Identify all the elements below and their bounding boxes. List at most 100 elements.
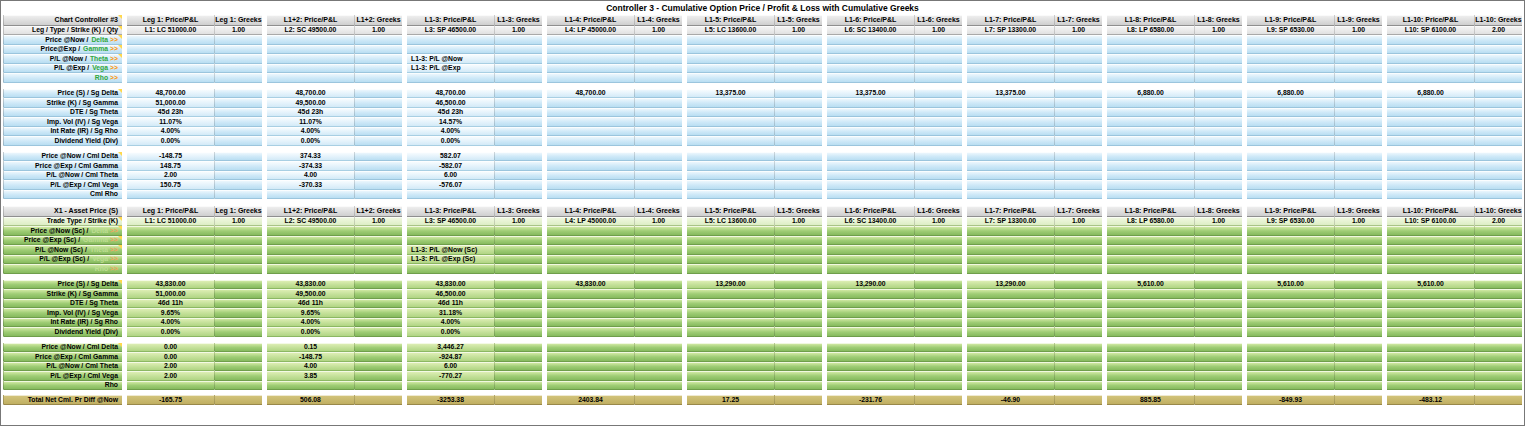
greek-link-label[interactable]: Rho xyxy=(95,74,108,81)
value-cell[interactable] xyxy=(687,343,774,353)
group-header-price[interactable]: L1-6: Price/P&L xyxy=(827,206,914,217)
empty-cell[interactable] xyxy=(1474,371,1522,381)
empty-cell[interactable] xyxy=(1054,352,1102,362)
leg-cell[interactable]: L1: LC 51000.00 xyxy=(127,217,214,227)
greek-area-cell[interactable] xyxy=(1247,64,1334,74)
value-cell[interactable] xyxy=(967,343,1054,353)
param-row-label[interactable]: Dividend Yield (Div) xyxy=(3,327,122,337)
empty-cell[interactable] xyxy=(1334,136,1382,146)
value-cell[interactable] xyxy=(687,171,774,181)
value-cell[interactable]: 2.00 xyxy=(127,371,214,381)
empty-cell[interactable] xyxy=(1474,117,1522,127)
greek-area-cell[interactable] xyxy=(1334,64,1382,74)
greek-area-cell[interactable] xyxy=(967,73,1054,83)
group-header-price[interactable]: L1-7: Price/P&L xyxy=(967,206,1054,217)
empty-cell[interactable] xyxy=(1054,180,1102,190)
value-cell[interactable] xyxy=(1107,117,1194,127)
qty-cell[interactable]: 1.00 xyxy=(1054,26,1102,36)
leg-cell[interactable]: L5: LC 13600.00 xyxy=(687,26,774,36)
group-header-greeks[interactable]: L1-5: Greeks xyxy=(774,15,822,26)
empty-cell[interactable] xyxy=(634,371,682,381)
empty-cell[interactable] xyxy=(354,180,402,190)
value-cell[interactable] xyxy=(1107,190,1194,200)
empty-cell[interactable] xyxy=(914,190,962,200)
value-cell[interactable] xyxy=(547,98,634,108)
value-cell[interactable] xyxy=(1107,98,1194,108)
greek-link-label[interactable]: Rho xyxy=(95,265,108,272)
greek-area-cell[interactable] xyxy=(1247,35,1334,45)
empty-cell[interactable] xyxy=(1474,327,1522,337)
empty-cell[interactable] xyxy=(214,381,262,391)
param-row-label[interactable]: DTE / Sg Theta xyxy=(3,108,122,118)
value-cell[interactable] xyxy=(547,136,634,146)
empty-cell[interactable] xyxy=(914,152,962,162)
greek-area-cell[interactable] xyxy=(354,73,402,83)
leg-cell[interactable]: L6: SC 13400.00 xyxy=(827,217,914,227)
greek-area-cell[interactable] xyxy=(827,35,914,45)
qty-cell[interactable]: 1.00 xyxy=(354,26,402,36)
greek-area-cell[interactable] xyxy=(1334,226,1382,236)
greek-area-cell[interactable] xyxy=(547,245,634,255)
value-cell[interactable] xyxy=(1107,152,1194,162)
empty-cell[interactable] xyxy=(354,299,402,309)
empty-cell[interactable] xyxy=(1054,362,1102,372)
value-cell[interactable] xyxy=(967,381,1054,391)
value-cell[interactable] xyxy=(687,318,774,328)
value-cell[interactable] xyxy=(547,352,634,362)
greek-area-cell[interactable] xyxy=(127,255,214,265)
greek-area-cell[interactable] xyxy=(547,264,634,274)
empty-cell[interactable] xyxy=(494,171,542,181)
empty-cell[interactable] xyxy=(774,89,822,99)
param-row-label[interactable]: Int Rate (IR) / Sg Rho xyxy=(3,127,122,137)
value-cell[interactable] xyxy=(1387,308,1474,318)
greek-area-cell[interactable] xyxy=(1107,35,1194,45)
greek-area-cell[interactable] xyxy=(1247,255,1334,265)
empty-cell[interactable] xyxy=(354,327,402,337)
leg-cell[interactable]: L4: LP 45000.00 xyxy=(547,26,634,36)
value-cell[interactable] xyxy=(827,136,914,146)
total-value-cell[interactable]: 17.25 xyxy=(687,395,774,405)
value-cell[interactable]: -582.07 xyxy=(407,161,494,171)
empty-cell[interactable] xyxy=(634,308,682,318)
empty-cell[interactable] xyxy=(774,190,822,200)
empty-cell[interactable] xyxy=(1054,289,1102,299)
empty-cell[interactable] xyxy=(1054,327,1102,337)
group-header-greeks[interactable]: L1-5: Greeks xyxy=(774,206,822,217)
empty-cell[interactable] xyxy=(494,327,542,337)
greek-area-cell[interactable] xyxy=(214,54,262,64)
empty-cell[interactable] xyxy=(1054,136,1102,146)
value-cell[interactable] xyxy=(1387,362,1474,372)
empty-cell[interactable] xyxy=(1334,395,1382,405)
greek-area-cell[interactable]: L1-3: P/L @Exp xyxy=(407,64,494,74)
value-cell[interactable] xyxy=(547,371,634,381)
greek-area-cell[interactable] xyxy=(827,64,914,74)
greek-area-cell[interactable]: L1-3: P/L @Now (Sc) xyxy=(407,245,494,255)
value-cell[interactable]: 0.00% xyxy=(407,327,494,337)
greek-area-cell[interactable] xyxy=(1387,255,1474,265)
empty-cell[interactable] xyxy=(914,127,962,137)
empty-cell[interactable] xyxy=(634,318,682,328)
value-cell[interactable] xyxy=(827,98,914,108)
greek-area-cell[interactable] xyxy=(214,236,262,246)
qty-cell[interactable]: 1.00 xyxy=(774,26,822,36)
greek-area-cell[interactable] xyxy=(407,226,494,236)
greek-area-cell[interactable] xyxy=(914,245,962,255)
empty-cell[interactable] xyxy=(214,98,262,108)
empty-cell[interactable] xyxy=(1474,280,1522,290)
empty-cell[interactable] xyxy=(634,136,682,146)
value-cell[interactable] xyxy=(967,127,1054,137)
greek-area-cell[interactable] xyxy=(774,226,822,236)
greek-area-cell[interactable] xyxy=(494,245,542,255)
param-row-label[interactable]: DTE / Sg Theta xyxy=(3,299,122,309)
value-cell[interactable] xyxy=(1247,381,1334,391)
value-cell[interactable] xyxy=(547,308,634,318)
value-cell[interactable] xyxy=(827,318,914,328)
value-cell[interactable]: 4.00% xyxy=(407,318,494,328)
empty-cell[interactable] xyxy=(1054,98,1102,108)
value-cell[interactable] xyxy=(687,161,774,171)
empty-cell[interactable] xyxy=(1054,308,1102,318)
value-cell[interactable] xyxy=(687,98,774,108)
empty-cell[interactable] xyxy=(1474,190,1522,200)
empty-cell[interactable] xyxy=(1334,108,1382,118)
greek-area-cell[interactable] xyxy=(634,73,682,83)
